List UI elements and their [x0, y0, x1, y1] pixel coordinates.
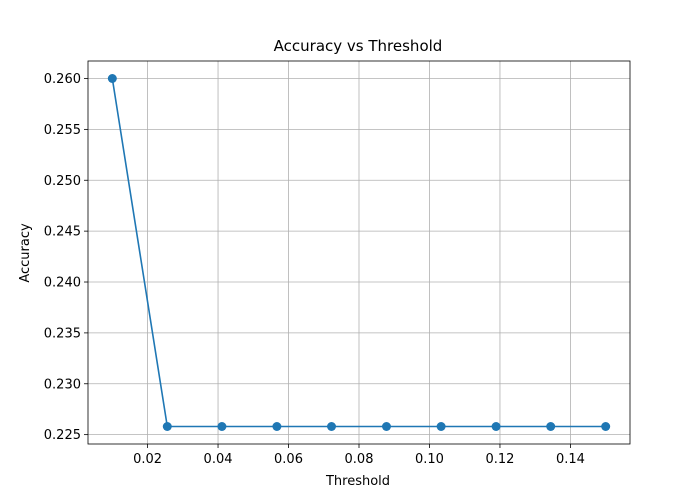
series-layer [107, 74, 611, 431]
data-point [491, 421, 501, 431]
grid [88, 61, 630, 444]
data-point [601, 421, 611, 431]
x-tick-label: 0.12 [485, 452, 514, 467]
y-tick-label: 0.230 [44, 377, 81, 392]
x-axis-label: Threshold [325, 474, 390, 489]
x-tick-label: 0.08 [345, 452, 374, 467]
y-tick-label: 0.255 [44, 123, 81, 138]
chart-title: Accuracy vs Threshold [274, 37, 443, 55]
y-tick-label: 0.235 [44, 326, 81, 341]
x-tick-label: 0.14 [556, 452, 585, 467]
series-line [111, 78, 606, 428]
x-axis-ticks: 0.02 0.04 0.06 0.08 0.10 0.12 0.14 [133, 444, 585, 467]
y-tick-label: 0.245 [44, 225, 81, 240]
y-tick-label: 0.225 [44, 428, 81, 443]
x-tick-label: 0.02 [133, 452, 162, 467]
data-point [107, 74, 117, 84]
data-point [272, 421, 282, 431]
data-point [217, 421, 227, 431]
data-point [546, 421, 556, 431]
data-point [436, 421, 446, 431]
data-point [327, 421, 337, 431]
data-point [162, 421, 172, 431]
y-axis-ticks: 0.225 0.230 0.235 0.240 0.245 0.250 0.255 0.260 [44, 72, 88, 443]
y-tick-label: 0.260 [44, 72, 81, 87]
x-tick-label: 0.06 [274, 452, 303, 467]
data-point [381, 421, 391, 431]
y-tick-label: 0.240 [44, 276, 81, 291]
x-tick-label: 0.10 [415, 452, 444, 467]
y-axis-label: Accuracy [18, 223, 33, 283]
x-tick-label: 0.04 [204, 452, 233, 467]
y-tick-label: 0.250 [44, 174, 81, 189]
